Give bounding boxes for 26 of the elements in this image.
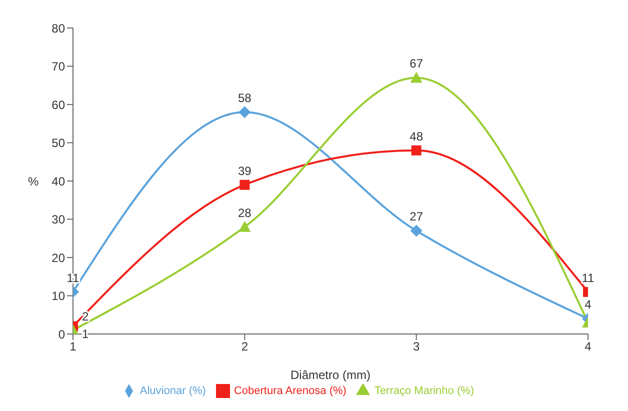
x-axis-title: Diâmetro (mm) [290, 368, 370, 382]
data-label: 48 [410, 129, 424, 144]
x-tick-label: 2 [241, 340, 248, 354]
data-label: 58 [238, 91, 252, 106]
legend-label: Cobertura Arenosa (%) [234, 384, 346, 397]
data-label: 11 [582, 270, 595, 285]
y-tick-label: 20 [52, 250, 66, 265]
legend-label: Aluvionar (%) [140, 384, 206, 397]
data-label: 39 [238, 164, 252, 178]
x-tick-label: 1 [70, 340, 77, 354]
x-tick-label: 3 [412, 340, 420, 354]
y-tick-label: 80 [52, 21, 66, 36]
y-tick-label: 70 [52, 60, 66, 74]
data-label: 4 [584, 298, 592, 312]
y-tick-label: 0 [58, 327, 66, 342]
data-label: 67 [410, 56, 424, 71]
x-tick-label: 4 [584, 340, 592, 354]
legend-label: Terraço Marinho (%) [374, 384, 474, 397]
y-tick-label: 50 [52, 136, 66, 150]
y-tick-label: 30 [52, 212, 66, 227]
y-axis-title: % [28, 174, 39, 188]
data-label: 27 [410, 210, 424, 224]
data-label: 28 [238, 206, 252, 220]
y-tick-label: 40 [52, 174, 66, 188]
y-tick-label: 60 [52, 98, 66, 112]
y-tick-label: 10 [52, 289, 66, 304]
